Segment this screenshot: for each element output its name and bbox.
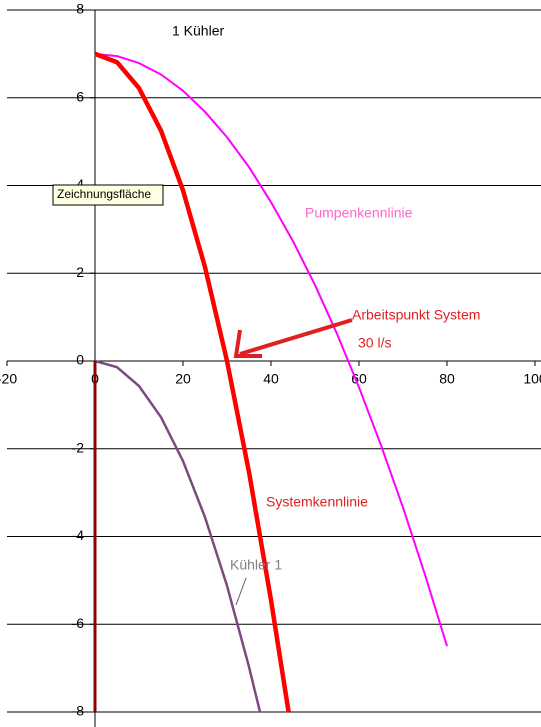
- annotation: Arbeitspunkt System: [352, 307, 480, 323]
- y-tick-label: 2: [76, 264, 84, 280]
- arrow-head: [233, 329, 262, 358]
- x-tick-label: -20: [0, 371, 17, 387]
- annotation: Systemkennlinie: [266, 494, 368, 510]
- series-line: [94, 52, 448, 647]
- leader-line: [235, 577, 247, 606]
- annotation: Kühler 1: [230, 557, 282, 573]
- y-tick-label: 8: [76, 1, 84, 17]
- x-tick-label: 60: [351, 371, 367, 387]
- y-tick-label: 4: [76, 176, 84, 192]
- x-tick-label: 20: [175, 371, 191, 387]
- y-tick-label: 6: [76, 88, 84, 104]
- annotation: 1 Kühler: [172, 23, 224, 39]
- arrow-shaft: [239, 318, 353, 356]
- x-tick-label: 40: [263, 371, 279, 387]
- y-tick-label: -2: [72, 439, 85, 455]
- annotation: 30 l/s: [358, 335, 391, 351]
- series-line: [94, 359, 262, 713]
- annotation: Pumpenkennlinie: [305, 205, 413, 221]
- x-tick-label: 100: [523, 371, 541, 387]
- y-tick-label: 0: [76, 352, 84, 368]
- y-tick-label: -8: [72, 703, 85, 719]
- y-tick-label: -4: [72, 527, 85, 543]
- y-tick-label: -6: [72, 615, 85, 631]
- tooltip: Zeichnungsfläche: [57, 187, 151, 201]
- tooltip-box: [52, 184, 164, 206]
- series-line: [94, 51, 291, 713]
- x-tick-label: 80: [439, 371, 455, 387]
